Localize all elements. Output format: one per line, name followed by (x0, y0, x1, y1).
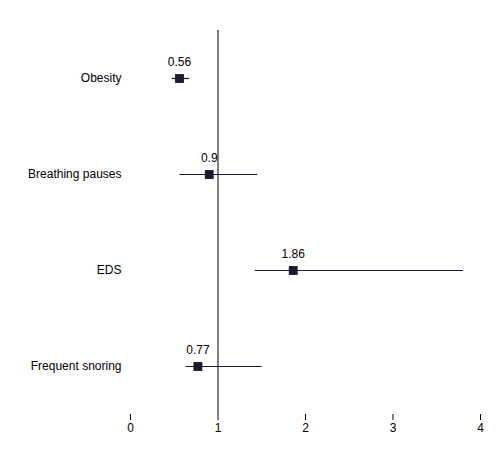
svg-text:Obesity: Obesity (81, 71, 122, 85)
svg-text:4: 4 (477, 421, 484, 435)
svg-text:EDS: EDS (97, 263, 122, 277)
svg-text:0.9: 0.9 (201, 151, 218, 165)
svg-text:3: 3 (390, 421, 397, 435)
svg-text:0: 0 (127, 421, 134, 435)
svg-text:2: 2 (302, 421, 309, 435)
svg-text:Frequent snoring: Frequent snoring (31, 359, 122, 373)
svg-text:0.77: 0.77 (186, 343, 210, 357)
svg-text:1.86: 1.86 (282, 247, 306, 261)
svg-text:0.56: 0.56 (168, 55, 192, 69)
svg-text:1: 1 (215, 421, 222, 435)
svg-text:Breathing pauses: Breathing pauses (28, 167, 121, 181)
